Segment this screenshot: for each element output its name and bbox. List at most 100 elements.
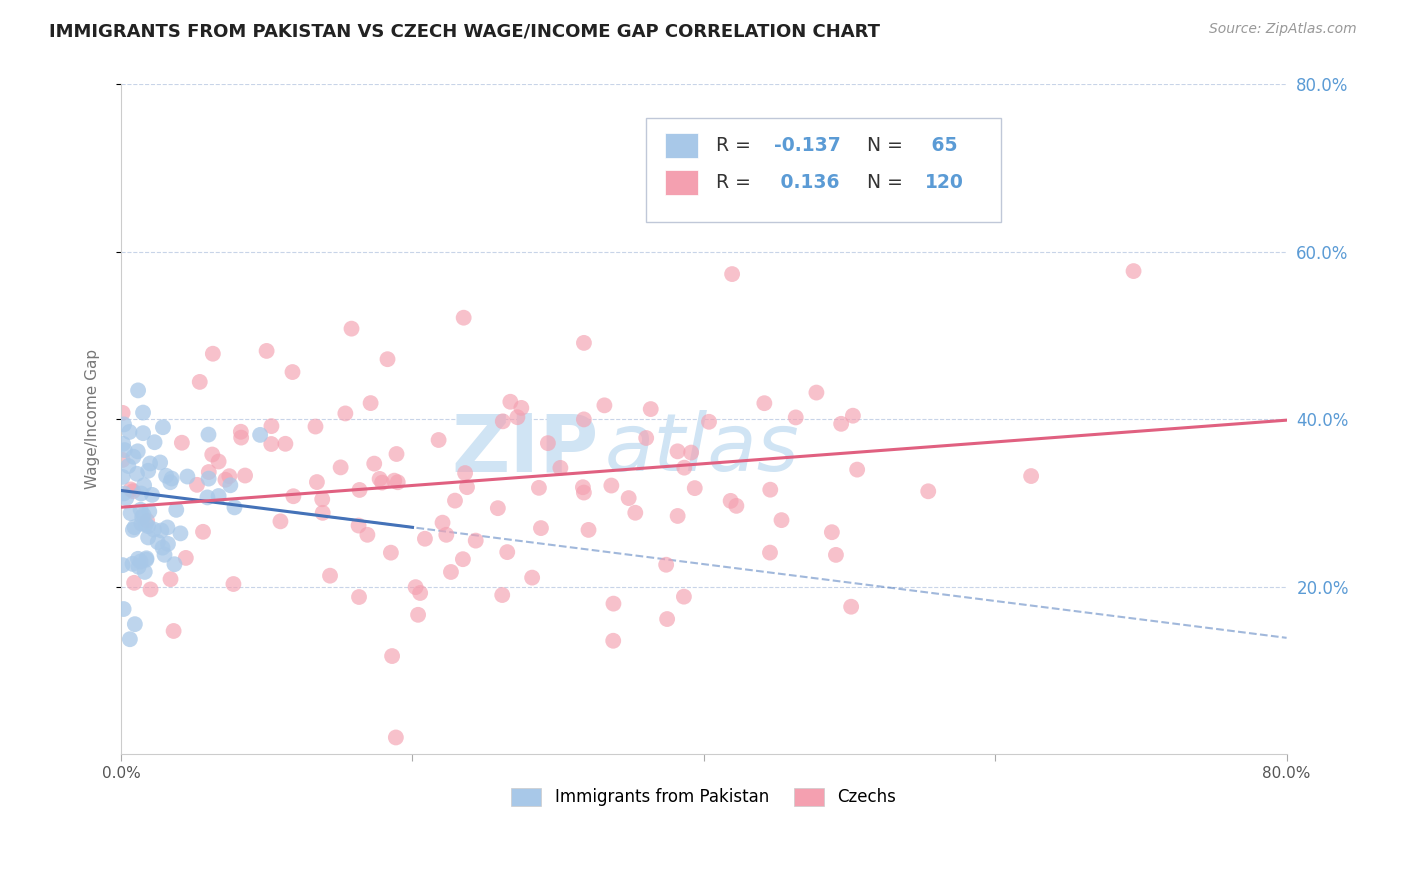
Point <box>440 565 463 579</box>
Point <box>149 455 172 469</box>
Point <box>530 521 553 535</box>
Point <box>260 437 283 451</box>
Point <box>311 492 333 507</box>
Point <box>283 489 305 503</box>
Point <box>319 568 342 582</box>
Point <box>340 321 363 335</box>
Point <box>624 506 647 520</box>
Point <box>281 365 304 379</box>
Point <box>159 475 181 490</box>
Point <box>349 483 371 497</box>
Point <box>387 475 409 490</box>
Point <box>405 580 427 594</box>
Point <box>152 420 174 434</box>
Point <box>136 531 159 545</box>
Point <box>121 557 143 571</box>
Point <box>197 427 219 442</box>
Point <box>550 461 572 475</box>
Point <box>231 431 253 445</box>
Point <box>413 532 436 546</box>
Point <box>111 406 134 420</box>
Point <box>451 552 474 566</box>
Point <box>754 396 776 410</box>
Text: atlas: atlas <box>605 410 800 489</box>
Point <box>304 419 326 434</box>
Point <box>170 435 193 450</box>
Point <box>578 523 600 537</box>
Point <box>111 558 134 573</box>
Point <box>409 586 432 600</box>
Point <box>197 472 219 486</box>
Point <box>127 444 149 458</box>
Point <box>135 517 157 532</box>
Point <box>602 633 624 648</box>
Point <box>381 648 404 663</box>
Point <box>672 590 695 604</box>
Point <box>117 458 139 473</box>
Point <box>720 494 742 508</box>
Point <box>138 504 160 518</box>
Point <box>207 454 229 468</box>
Point <box>124 617 146 632</box>
Point <box>163 558 186 572</box>
Point <box>759 546 782 560</box>
Text: Source: ZipAtlas.com: Source: ZipAtlas.com <box>1209 22 1357 37</box>
Point <box>132 426 155 441</box>
Point <box>725 499 748 513</box>
Point <box>112 417 135 432</box>
Point <box>122 575 145 590</box>
Point <box>222 577 245 591</box>
Point <box>356 528 378 542</box>
Point <box>162 624 184 638</box>
FancyBboxPatch shape <box>665 169 697 195</box>
Point <box>155 468 177 483</box>
Point <box>385 731 408 745</box>
Point <box>112 486 135 500</box>
Point <box>371 475 394 490</box>
Point <box>673 460 696 475</box>
Text: 65: 65 <box>925 136 957 155</box>
Point <box>169 526 191 541</box>
Point <box>377 352 399 367</box>
Point <box>269 514 291 528</box>
Point <box>537 436 560 450</box>
Text: 0.136: 0.136 <box>773 173 839 192</box>
Point <box>617 491 640 505</box>
Point <box>201 347 224 361</box>
Point <box>636 431 658 445</box>
Point <box>233 468 256 483</box>
Point <box>159 572 181 586</box>
Point <box>122 450 145 464</box>
Point <box>593 398 616 412</box>
Point <box>681 445 703 459</box>
Point <box>697 415 720 429</box>
Text: R =: R = <box>716 173 756 192</box>
Point <box>156 520 179 534</box>
Point <box>846 462 869 476</box>
Point <box>335 406 357 420</box>
Point <box>347 590 370 604</box>
Point <box>122 484 145 499</box>
Point <box>842 409 865 423</box>
Point <box>1019 469 1042 483</box>
Point <box>132 508 155 522</box>
Point <box>655 558 678 572</box>
Point <box>135 552 157 566</box>
Point <box>122 523 145 537</box>
Point <box>112 437 135 451</box>
FancyBboxPatch shape <box>665 133 697 158</box>
Point <box>520 571 543 585</box>
Point <box>114 443 136 458</box>
Point <box>174 550 197 565</box>
Text: IMMIGRANTS FROM PAKISTAN VS CZECH WAGE/INCOME GAP CORRELATION CHART: IMMIGRANTS FROM PAKISTAN VS CZECH WAGE/I… <box>49 22 880 40</box>
Point <box>770 513 793 527</box>
Point <box>363 457 385 471</box>
Point <box>131 516 153 531</box>
Point <box>131 510 153 524</box>
Point <box>191 524 214 539</box>
Point <box>115 491 138 505</box>
Point <box>510 401 533 415</box>
Point <box>198 465 221 479</box>
Point <box>125 467 148 481</box>
Point <box>527 481 550 495</box>
